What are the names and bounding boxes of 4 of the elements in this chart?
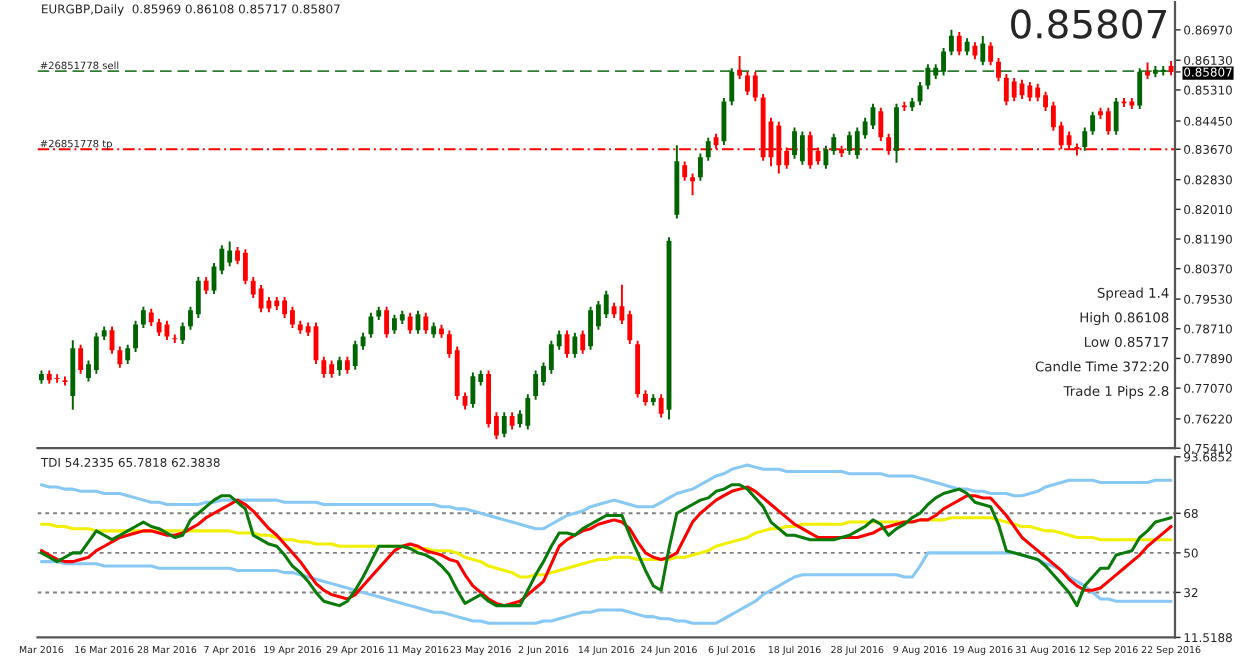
line-series [39, 551, 1173, 625]
annotation: 0.85807 [1011, 9, 1166, 39]
line-series [39, 516, 1173, 579]
line-series [39, 463, 1173, 531]
